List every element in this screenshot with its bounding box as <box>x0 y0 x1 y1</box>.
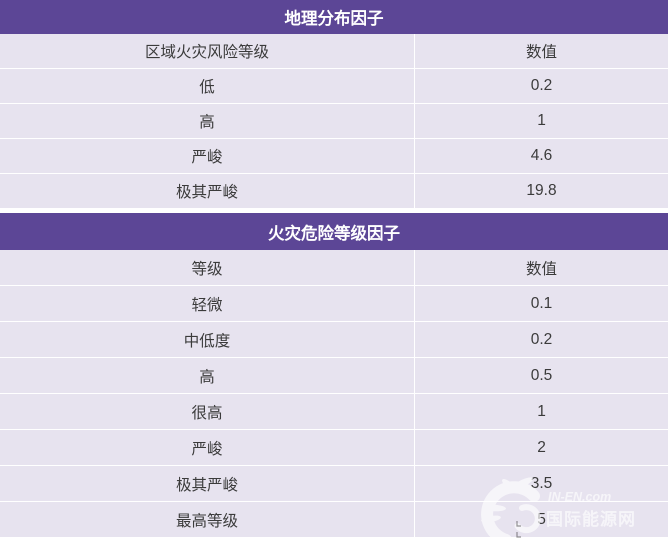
svg-text:国际能源网: 国际能源网 <box>546 509 636 529</box>
svg-text:IN-EN.com: IN-EN.com <box>548 490 611 504</box>
